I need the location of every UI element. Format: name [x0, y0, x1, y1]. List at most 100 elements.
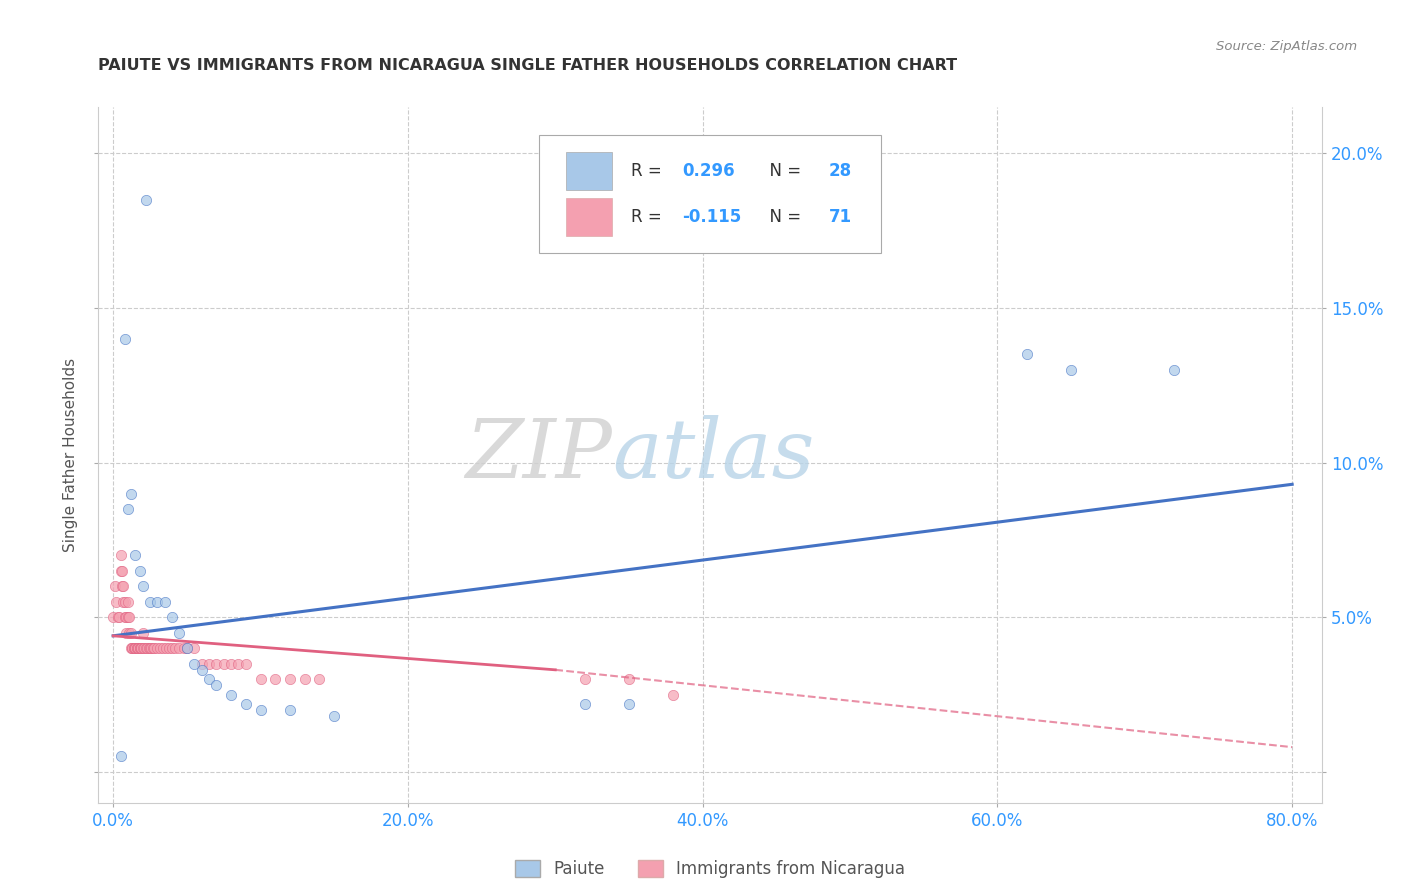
Text: atlas: atlas	[612, 415, 814, 495]
Point	[104, 579, 127, 593]
Point	[105, 595, 128, 609]
Point	[124, 549, 146, 563]
Point	[118, 610, 141, 624]
Point	[101, 610, 124, 624]
Point	[132, 641, 155, 656]
Point	[124, 641, 146, 656]
Point	[118, 625, 141, 640]
Point	[198, 657, 221, 671]
Point	[108, 610, 131, 624]
Point	[235, 697, 257, 711]
Point	[219, 688, 242, 702]
Point	[141, 641, 163, 656]
Point	[143, 641, 166, 656]
Point	[205, 657, 228, 671]
Point	[112, 595, 135, 609]
Point	[165, 641, 187, 656]
Point	[146, 595, 169, 609]
Point	[114, 610, 136, 624]
Point	[190, 657, 212, 671]
Point	[125, 641, 148, 656]
Point	[157, 641, 180, 656]
Point	[120, 486, 142, 500]
Point	[574, 697, 596, 711]
Point	[155, 641, 177, 656]
Point	[107, 610, 129, 624]
Point	[1163, 363, 1185, 377]
Point	[129, 641, 152, 656]
Text: ZIP: ZIP	[465, 415, 612, 495]
Point	[294, 672, 316, 686]
Point	[249, 672, 271, 686]
Point	[114, 332, 136, 346]
Point	[617, 672, 640, 686]
Point	[110, 564, 132, 578]
Point	[205, 678, 228, 692]
Point	[1060, 363, 1083, 377]
Point	[160, 641, 183, 656]
Point	[153, 595, 176, 609]
Point	[131, 625, 153, 640]
Point	[111, 579, 134, 593]
Point	[139, 641, 162, 656]
Point	[131, 579, 153, 593]
Point	[176, 641, 198, 656]
Point	[173, 641, 195, 656]
Point	[120, 625, 142, 640]
Point	[117, 595, 139, 609]
Point	[308, 672, 330, 686]
Text: N =: N =	[759, 162, 806, 180]
Point	[235, 657, 257, 671]
Point	[128, 641, 150, 656]
Text: Source: ZipAtlas.com: Source: ZipAtlas.com	[1216, 40, 1357, 54]
Point	[169, 641, 191, 656]
Point	[127, 641, 149, 656]
Text: R =: R =	[630, 162, 666, 180]
Point	[122, 641, 145, 656]
Legend: Paiute, Immigrants from Nicaragua: Paiute, Immigrants from Nicaragua	[508, 854, 912, 885]
Point	[278, 672, 301, 686]
Point	[662, 688, 685, 702]
Text: 71: 71	[828, 208, 852, 226]
Point	[115, 625, 138, 640]
Point	[146, 641, 169, 656]
Text: 28: 28	[828, 162, 852, 180]
FancyBboxPatch shape	[538, 135, 882, 253]
Point	[228, 657, 250, 671]
Point	[152, 641, 174, 656]
FancyBboxPatch shape	[565, 198, 612, 236]
Point	[574, 672, 596, 686]
Point	[128, 564, 150, 578]
Point	[219, 657, 242, 671]
Y-axis label: Single Father Households: Single Father Households	[63, 358, 79, 552]
Point	[111, 564, 134, 578]
Point	[136, 641, 159, 656]
Text: PAIUTE VS IMMIGRANTS FROM NICARAGUA SINGLE FATHER HOUSEHOLDS CORRELATION CHART: PAIUTE VS IMMIGRANTS FROM NICARAGUA SING…	[98, 58, 957, 73]
Point	[176, 641, 198, 656]
FancyBboxPatch shape	[565, 152, 612, 190]
Point	[183, 657, 205, 671]
Point	[278, 703, 301, 717]
Point	[129, 641, 152, 656]
Point	[617, 697, 640, 711]
Point	[142, 641, 165, 656]
Point	[114, 595, 136, 609]
Point	[323, 709, 346, 723]
Point	[212, 657, 235, 671]
Point	[121, 641, 143, 656]
Point	[264, 672, 287, 686]
Point	[110, 549, 132, 563]
Point	[131, 641, 153, 656]
Point	[110, 749, 132, 764]
Point	[149, 641, 172, 656]
Point	[115, 610, 138, 624]
Point	[160, 610, 183, 624]
Point	[198, 672, 221, 686]
Text: N =: N =	[759, 208, 806, 226]
Point	[183, 641, 205, 656]
Point	[112, 579, 135, 593]
Point	[117, 502, 139, 516]
Point	[127, 641, 149, 656]
Text: 0.296: 0.296	[682, 162, 734, 180]
Point	[139, 595, 162, 609]
